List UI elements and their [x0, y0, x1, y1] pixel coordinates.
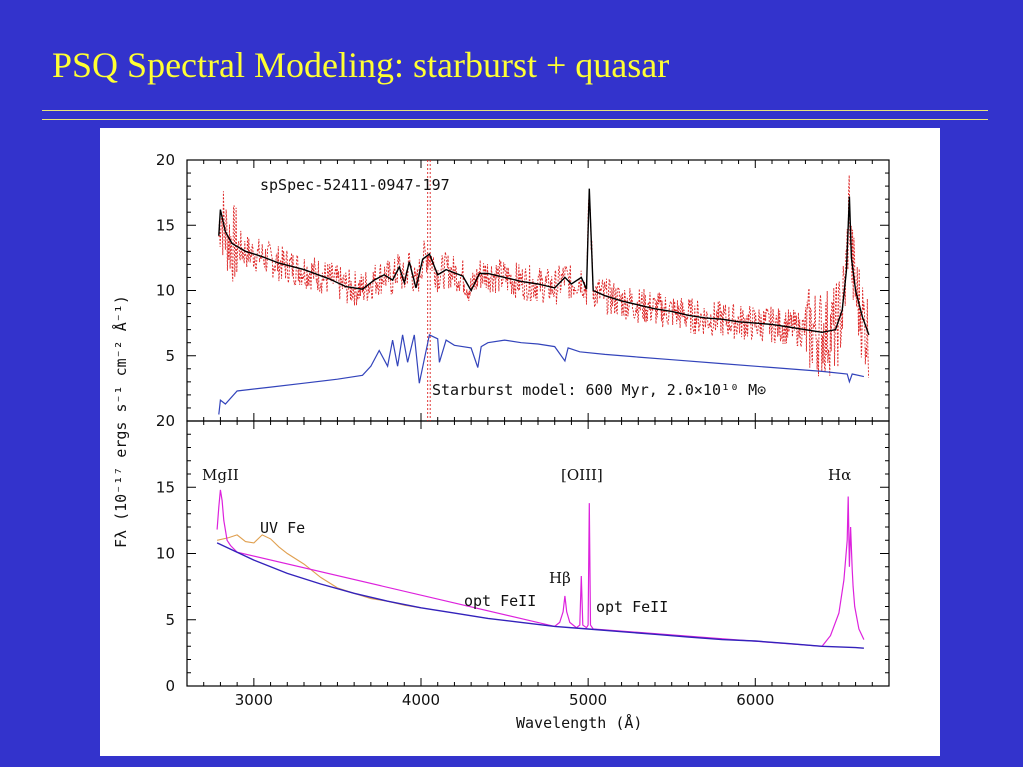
title-divider-line-2 [42, 119, 988, 120]
y-tick-label-bottom: 10 [156, 545, 175, 563]
bottom-panel-series [216, 489, 865, 649]
opt-feii-label-right: opt FeII [596, 598, 668, 616]
x-tick-label: 4000 [402, 691, 440, 709]
quasar-continuum-line [216, 542, 864, 649]
x-tick-label: 5000 [569, 691, 607, 709]
starburst-model-line [218, 334, 865, 415]
axis-ticks [186, 159, 890, 687]
emission-lines-line [216, 489, 865, 647]
y-axis-label: Fλ (10⁻¹⁷ ergs s⁻¹ cm⁻² Å⁻¹) [111, 295, 130, 548]
mgii-label: MgII [202, 466, 239, 484]
x-tick-label: 6000 [736, 691, 774, 709]
spectrum-id-label: spSpec-52411-0947-197 [260, 176, 450, 194]
halpha-label: Hα [828, 466, 851, 484]
top-panel-series [218, 160, 870, 421]
oiii-label: [OIII] [561, 466, 603, 484]
bottom-panel-frame [186, 420, 890, 687]
spectrum-figure: 20 15 10 5 20 15 10 5 0 3000 4000 5000 6000 spSpec-5… [100, 128, 940, 756]
hbeta-label: Hβ [549, 569, 571, 587]
slide-title: PSQ Spectral Modeling: starburst + quasa… [52, 45, 670, 85]
starburst-model-label: Starburst model: 600 Myr, 2.0×10¹⁰ M⊙ [432, 381, 766, 399]
y-tick-label-top: 15 [156, 216, 175, 234]
y-tick-label-top: 10 [156, 282, 175, 300]
y-tick-label-top: 5 [165, 347, 175, 365]
model-fit-line [218, 188, 870, 336]
title-divider-line [42, 110, 988, 111]
uv-fe-label: UV Fe [260, 519, 305, 537]
y-tick-label-bottom: 15 [156, 478, 175, 496]
y-tick-label-bottom: 20 [156, 412, 175, 430]
uv-fe-line [216, 534, 422, 609]
opt-feii-label-left: opt FeII [464, 592, 536, 610]
y-tick-label-bottom: 0 [165, 677, 175, 695]
tick-labels: 20 15 10 5 20 15 10 5 0 3000 4000 5000 6000 [156, 151, 774, 709]
observed-spectrum-line [218, 175, 870, 378]
x-axis-label: Wavelength (Å) [516, 713, 642, 732]
x-tick-label: 3000 [235, 691, 273, 709]
y-tick-label-top: 20 [156, 151, 175, 169]
y-tick-label-bottom: 5 [165, 611, 175, 629]
spectrum-chart-svg: 20 15 10 5 20 15 10 5 0 3000 4000 5000 6000 spSpec-5… [111, 151, 890, 732]
